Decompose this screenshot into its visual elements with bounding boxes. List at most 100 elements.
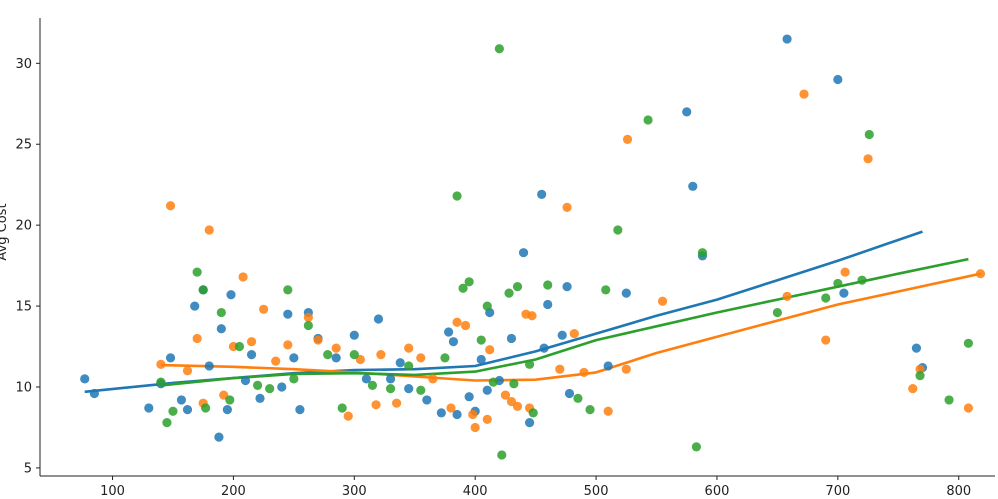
data-point: [915, 371, 925, 381]
data-point: [524, 417, 535, 428]
data-point: [289, 374, 299, 384]
data-point: [485, 345, 495, 355]
data-point: [416, 385, 426, 395]
data-point: [476, 335, 486, 345]
data-point: [839, 288, 849, 298]
data-point: [214, 432, 224, 442]
data-point: [585, 405, 595, 415]
y-tick-label: 10: [15, 380, 32, 395]
data-point: [452, 317, 462, 327]
y-tick-label: 5: [24, 461, 32, 476]
data-point: [331, 343, 341, 353]
data-point: [512, 282, 523, 292]
data-point: [226, 290, 236, 300]
data-point: [782, 34, 792, 44]
data-point: [240, 375, 251, 386]
data-point: [460, 320, 471, 331]
data-point: [182, 366, 193, 376]
data-point: [277, 382, 287, 392]
data-point: [448, 337, 459, 347]
data-point: [343, 411, 353, 421]
data-point: [528, 408, 538, 418]
data-point: [295, 405, 305, 415]
data-point: [464, 277, 474, 287]
data-point: [857, 275, 867, 285]
data-point: [443, 327, 454, 337]
data-point: [821, 293, 831, 303]
data-point: [643, 115, 653, 125]
data-point: [915, 364, 925, 374]
data-point: [162, 417, 172, 428]
data-point: [283, 309, 293, 319]
x-tick-label: 700: [825, 484, 850, 499]
data-point: [144, 403, 154, 413]
data-point: [840, 267, 850, 277]
data-point: [911, 343, 922, 353]
data-point: [80, 374, 90, 384]
data-point: [452, 191, 462, 201]
data-point: [799, 89, 809, 99]
data-point: [313, 335, 323, 345]
data-point: [371, 400, 381, 410]
data-point: [283, 285, 293, 295]
data-point: [500, 390, 511, 400]
x-tick-label: 300: [342, 484, 367, 499]
data-point: [337, 403, 347, 413]
data-point: [603, 361, 613, 371]
x-tick-label: 100: [100, 484, 125, 499]
data-point: [385, 374, 396, 384]
data-point: [222, 405, 232, 415]
data-point: [562, 202, 572, 212]
x-tick-label: 600: [705, 484, 730, 499]
data-point: [182, 405, 193, 415]
data-point: [601, 285, 611, 295]
data-point: [464, 392, 474, 402]
data-point: [216, 324, 226, 334]
trend-line: [160, 257, 969, 387]
data-point: [168, 406, 178, 416]
data-point: [621, 288, 631, 298]
x-tick-label: 800: [946, 484, 971, 499]
data-point: [833, 278, 843, 289]
y-tick-label: 30: [15, 57, 32, 72]
trend-lines: [84, 230, 981, 394]
data-point: [497, 450, 507, 460]
data-point: [504, 288, 514, 298]
data-point: [524, 359, 535, 369]
data-point: [349, 330, 359, 340]
data-point: [361, 374, 371, 384]
data-point: [156, 377, 166, 387]
data-point: [385, 384, 396, 394]
data-point: [436, 408, 446, 418]
data-point: [395, 358, 405, 368]
data-point: [506, 333, 517, 344]
data-point: [579, 367, 589, 378]
data-point: [488, 377, 498, 387]
data-point: [539, 343, 549, 353]
data-point: [404, 384, 414, 394]
data-point: [482, 385, 492, 395]
x-tick-label: 400: [463, 484, 488, 499]
data-point: [416, 353, 426, 363]
data-point: [863, 154, 873, 164]
data-point: [289, 353, 299, 363]
data-point: [963, 338, 974, 348]
data-point: [259, 304, 269, 314]
data-point: [440, 353, 450, 363]
data-point: [192, 267, 202, 277]
data-point: [265, 384, 275, 394]
data-point: [255, 393, 265, 403]
data-point: [165, 201, 176, 211]
data-point: [494, 44, 504, 54]
data-point: [527, 311, 537, 321]
data-point: [555, 364, 565, 374]
data-point: [833, 74, 843, 85]
data-point: [537, 189, 547, 200]
data-point: [156, 359, 166, 369]
data-point: [204, 361, 214, 371]
data-point: [691, 442, 702, 452]
data-point: [573, 393, 583, 403]
data-point: [562, 282, 572, 292]
data-point: [404, 361, 414, 371]
data-point: [452, 409, 462, 420]
